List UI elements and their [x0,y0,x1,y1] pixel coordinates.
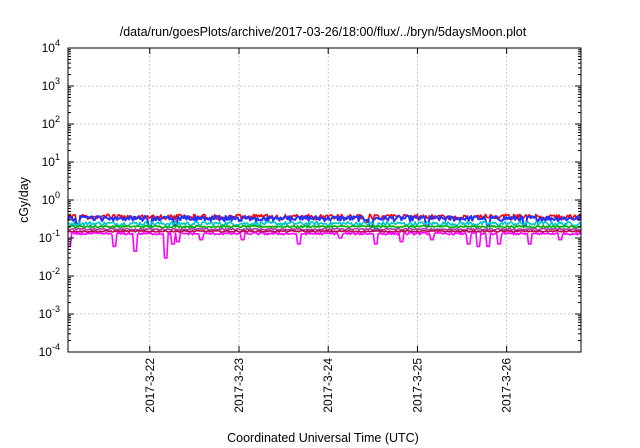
y-tick-label: 102 [42,114,60,131]
x-tick-label: 2017-3-22 [143,358,157,413]
x-tick-label: 2017-3-26 [500,358,514,413]
y-axis-label: cGy/day [17,176,31,223]
series-line-4 [67,224,582,229]
x-tick-label: 2017-3-25 [410,358,424,413]
chart-title: /data/run/goesPlots/archive/2017-03-26/1… [120,25,527,39]
x-axis: 2017-3-22 2017-3-23 2017-3-24 2017-3-25 2017… [143,48,514,413]
series-group [67,213,582,259]
series-line-6 [67,229,582,233]
x-tick-label: 2017-3-23 [232,358,246,413]
grid [68,48,581,352]
y-tick-label: 103 [42,76,60,93]
x-axis-label: Coordinated Universal Time (UTC) [227,431,419,445]
y-tick-label: 104 [42,38,60,55]
series-line-3 [67,220,582,231]
y-tick-label: 101 [42,152,60,169]
x-tick-label: 2017-3-24 [321,358,335,413]
y-tick-label: 100 [42,190,60,207]
series-line-2 [67,214,582,228]
y-tick-label: 10-2 [39,266,60,283]
series-line-7 [68,231,582,259]
y-tick-label: 10-3 [39,304,60,321]
y-tick-label: 10-4 [39,342,60,359]
series-line-5 [67,227,582,231]
y-tick-label: 10-1 [39,228,60,245]
y-axis: 10-4 10-3 10-2 10-1 100 101 102 103 104 [39,38,581,359]
